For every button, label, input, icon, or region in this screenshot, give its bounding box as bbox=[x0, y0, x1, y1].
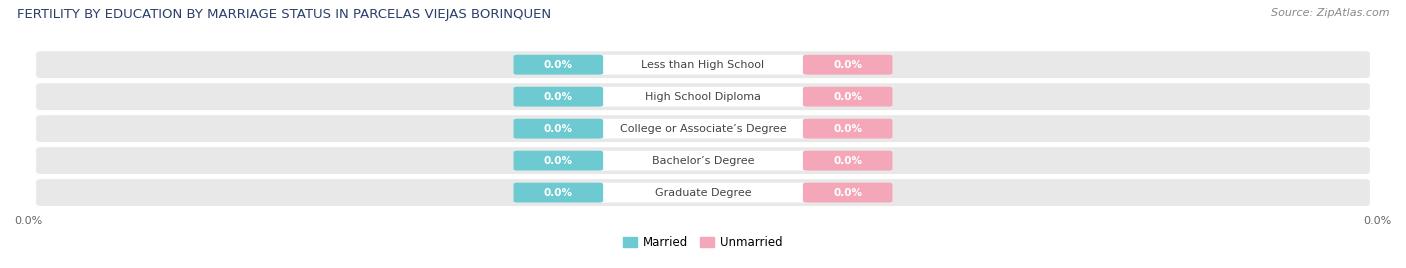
FancyBboxPatch shape bbox=[596, 55, 810, 75]
FancyBboxPatch shape bbox=[803, 55, 893, 75]
FancyBboxPatch shape bbox=[37, 115, 1369, 142]
Text: 0.0%: 0.0% bbox=[834, 188, 862, 198]
FancyBboxPatch shape bbox=[803, 119, 893, 139]
Text: 0.0%: 0.0% bbox=[544, 124, 572, 134]
FancyBboxPatch shape bbox=[596, 119, 810, 139]
FancyBboxPatch shape bbox=[596, 151, 810, 170]
Text: 0.0%: 0.0% bbox=[834, 60, 862, 70]
Text: Graduate Degree: Graduate Degree bbox=[655, 188, 751, 198]
FancyBboxPatch shape bbox=[803, 151, 893, 170]
Text: College or Associate’s Degree: College or Associate’s Degree bbox=[620, 124, 786, 134]
Text: Bachelor’s Degree: Bachelor’s Degree bbox=[652, 156, 754, 166]
Text: FERTILITY BY EDUCATION BY MARRIAGE STATUS IN PARCELAS VIEJAS BORINQUEN: FERTILITY BY EDUCATION BY MARRIAGE STATU… bbox=[17, 8, 551, 21]
Text: High School Diploma: High School Diploma bbox=[645, 92, 761, 102]
FancyBboxPatch shape bbox=[596, 183, 810, 203]
Text: Less than High School: Less than High School bbox=[641, 60, 765, 70]
FancyBboxPatch shape bbox=[596, 87, 810, 107]
Text: 0.0%: 0.0% bbox=[544, 188, 572, 198]
FancyBboxPatch shape bbox=[37, 179, 1369, 206]
Legend: Married, Unmarried: Married, Unmarried bbox=[619, 232, 787, 254]
FancyBboxPatch shape bbox=[513, 119, 603, 139]
FancyBboxPatch shape bbox=[513, 183, 603, 203]
FancyBboxPatch shape bbox=[513, 151, 603, 170]
Text: 0.0%: 0.0% bbox=[834, 156, 862, 166]
Text: 0.0%: 0.0% bbox=[544, 92, 572, 102]
Text: 0.0%: 0.0% bbox=[14, 215, 42, 226]
FancyBboxPatch shape bbox=[803, 183, 893, 203]
Text: Source: ZipAtlas.com: Source: ZipAtlas.com bbox=[1271, 8, 1389, 18]
Text: 0.0%: 0.0% bbox=[834, 124, 862, 134]
FancyBboxPatch shape bbox=[513, 55, 603, 75]
FancyBboxPatch shape bbox=[37, 83, 1369, 110]
Text: 0.0%: 0.0% bbox=[1364, 215, 1392, 226]
FancyBboxPatch shape bbox=[37, 51, 1369, 78]
FancyBboxPatch shape bbox=[513, 87, 603, 107]
FancyBboxPatch shape bbox=[803, 87, 893, 107]
Text: 0.0%: 0.0% bbox=[834, 92, 862, 102]
FancyBboxPatch shape bbox=[37, 147, 1369, 174]
Text: 0.0%: 0.0% bbox=[544, 156, 572, 166]
Text: 0.0%: 0.0% bbox=[544, 60, 572, 70]
